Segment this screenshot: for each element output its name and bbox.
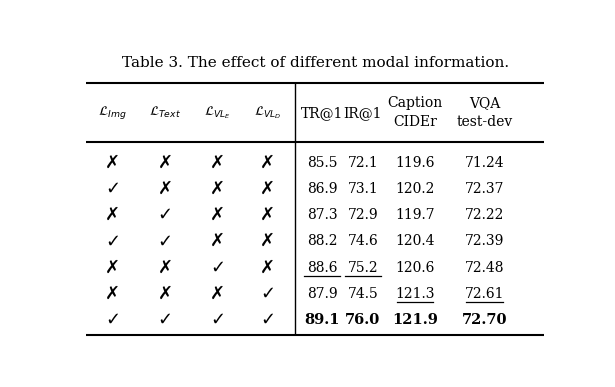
Text: 121.9: 121.9 xyxy=(392,313,438,327)
Text: 74.6: 74.6 xyxy=(347,234,378,248)
Text: ✓: ✓ xyxy=(105,232,120,250)
Text: ✗: ✗ xyxy=(260,232,275,250)
Text: ✗: ✗ xyxy=(260,259,275,277)
Text: 86.9: 86.9 xyxy=(307,182,338,196)
Text: ✗: ✗ xyxy=(105,259,120,277)
Text: 72.61: 72.61 xyxy=(465,287,504,301)
Text: ✓: ✓ xyxy=(210,259,225,277)
Text: ✓: ✓ xyxy=(157,206,173,224)
Text: 71.24: 71.24 xyxy=(464,156,504,170)
Text: ✗: ✗ xyxy=(260,180,275,198)
Text: $\mathcal{L}_{VL_E}$: $\mathcal{L}_{VL_E}$ xyxy=(204,104,231,121)
Text: ✗: ✗ xyxy=(105,206,120,224)
Text: ✗: ✗ xyxy=(157,285,173,303)
Text: ✗: ✗ xyxy=(210,285,225,303)
Text: ✓: ✓ xyxy=(157,232,173,250)
Text: 72.70: 72.70 xyxy=(462,313,507,327)
Text: CIDEr: CIDEr xyxy=(394,115,437,129)
Text: $\mathcal{L}_{VL_D}$: $\mathcal{L}_{VL_D}$ xyxy=(254,104,281,121)
Text: 72.9: 72.9 xyxy=(347,208,378,222)
Text: 120.4: 120.4 xyxy=(395,234,435,248)
Text: TR@1: TR@1 xyxy=(301,106,344,120)
Text: test-dev: test-dev xyxy=(456,115,512,129)
Text: ✗: ✗ xyxy=(105,154,120,172)
Text: 119.7: 119.7 xyxy=(395,208,435,222)
Text: 119.6: 119.6 xyxy=(395,156,435,170)
Text: 88.2: 88.2 xyxy=(307,234,338,248)
Text: 72.48: 72.48 xyxy=(465,260,504,274)
Text: ✗: ✗ xyxy=(210,154,225,172)
Text: 72.37: 72.37 xyxy=(465,182,504,196)
Text: ✓: ✓ xyxy=(157,311,173,329)
Text: 120.6: 120.6 xyxy=(395,260,435,274)
Text: 120.2: 120.2 xyxy=(395,182,435,196)
Text: ✓: ✓ xyxy=(210,311,225,329)
Text: ✗: ✗ xyxy=(105,285,120,303)
Text: 121.3: 121.3 xyxy=(395,287,435,301)
Text: Caption: Caption xyxy=(387,96,443,110)
Text: 87.9: 87.9 xyxy=(307,287,338,301)
Text: ✓: ✓ xyxy=(105,180,120,198)
Text: 89.1: 89.1 xyxy=(304,313,340,327)
Text: 72.22: 72.22 xyxy=(465,208,504,222)
Text: ✗: ✗ xyxy=(210,180,225,198)
Text: ✓: ✓ xyxy=(260,285,275,303)
Text: IR@1: IR@1 xyxy=(344,106,382,120)
Text: $\mathcal{L}_{Img}$: $\mathcal{L}_{Img}$ xyxy=(98,104,127,121)
Text: ✗: ✗ xyxy=(157,259,173,277)
Text: ✓: ✓ xyxy=(105,311,120,329)
Text: 87.3: 87.3 xyxy=(307,208,338,222)
Text: 85.5: 85.5 xyxy=(307,156,338,170)
Text: ✗: ✗ xyxy=(157,180,173,198)
Text: 72.1: 72.1 xyxy=(347,156,378,170)
Text: VQA: VQA xyxy=(469,96,500,110)
Text: 74.5: 74.5 xyxy=(347,287,378,301)
Text: ✓: ✓ xyxy=(260,311,275,329)
Text: $\mathcal{L}_{Text}$: $\mathcal{L}_{Text}$ xyxy=(149,105,181,120)
Text: 73.1: 73.1 xyxy=(347,182,378,196)
Text: 72.39: 72.39 xyxy=(465,234,504,248)
Text: 88.6: 88.6 xyxy=(307,260,338,274)
Text: ✗: ✗ xyxy=(260,154,275,172)
Text: ✗: ✗ xyxy=(157,154,173,172)
Text: ✗: ✗ xyxy=(260,206,275,224)
Text: Table 3. The effect of different modal information.: Table 3. The effect of different modal i… xyxy=(122,56,509,70)
Text: ✗: ✗ xyxy=(210,232,225,250)
Text: 76.0: 76.0 xyxy=(345,313,381,327)
Text: 75.2: 75.2 xyxy=(347,260,378,274)
Text: ✗: ✗ xyxy=(210,206,225,224)
